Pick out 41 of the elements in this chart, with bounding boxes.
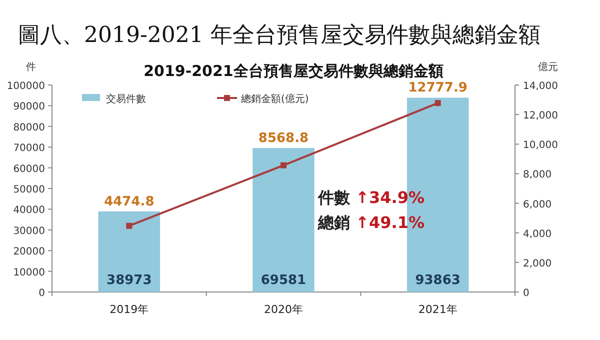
y-tick-label: 50000 [13,184,45,196]
y-tick-label: 70000 [13,143,45,154]
data-label: 69581 [260,273,306,288]
x-tick-label: 2020年 [264,303,303,316]
bar [98,211,160,292]
point [280,162,286,168]
y-tick-label: 30000 [13,226,45,237]
data-label: 38973 [106,273,152,288]
annotation: 總銷 ↑49.1% [317,213,424,232]
y2-tick-label: 4,000 [523,228,552,240]
data-label: 8568.8 [258,130,309,146]
chart-title: 圖八、2019-2021 年全台預售屋交易件數與總銷金額 [18,23,540,48]
point [434,100,441,106]
y-tick-label: 40000 [13,205,45,216]
y2-axis-title: 億元 [538,61,558,73]
chart-subtitle: 2019-2021全台預售屋交易件數與總銷金額 [144,62,444,80]
data-label: 12777.9 [408,80,468,96]
y-tick-label: 0 [38,288,45,299]
y2-tick-label: 10,000 [523,140,558,152]
y-tick-label: 100000 [6,81,45,92]
point [126,222,132,229]
y2-tick-label: 8,000 [523,170,552,181]
y2-tick-label: 0 [523,288,530,299]
x-tick-label: 2021年 [418,303,458,316]
legend-label: 總銷金額(億元) [240,93,309,105]
data-label: 93863 [415,273,460,288]
y-tick-label: 90000 [13,102,45,113]
y2-tick-label: 12,000 [523,110,558,122]
legend-label: 交易件數 [106,93,146,105]
x-tick-label: 2019年 [110,303,149,316]
annotation: 件數 ↑34.9% [317,188,424,207]
y-tick-label: 60000 [13,164,45,175]
y2-tick-label: 6,000 [523,199,552,210]
bar [252,148,314,292]
y2-tick-label: 2,000 [523,258,552,270]
y-tick-label: 80000 [13,122,45,134]
y-axis-title: 件 [26,62,36,73]
y2-tick-label: 14,000 [523,81,558,92]
y-tick-label: 10000 [13,267,45,278]
y-tick-label: 20000 [13,246,45,258]
data-label: 4474.8 [104,194,154,210]
